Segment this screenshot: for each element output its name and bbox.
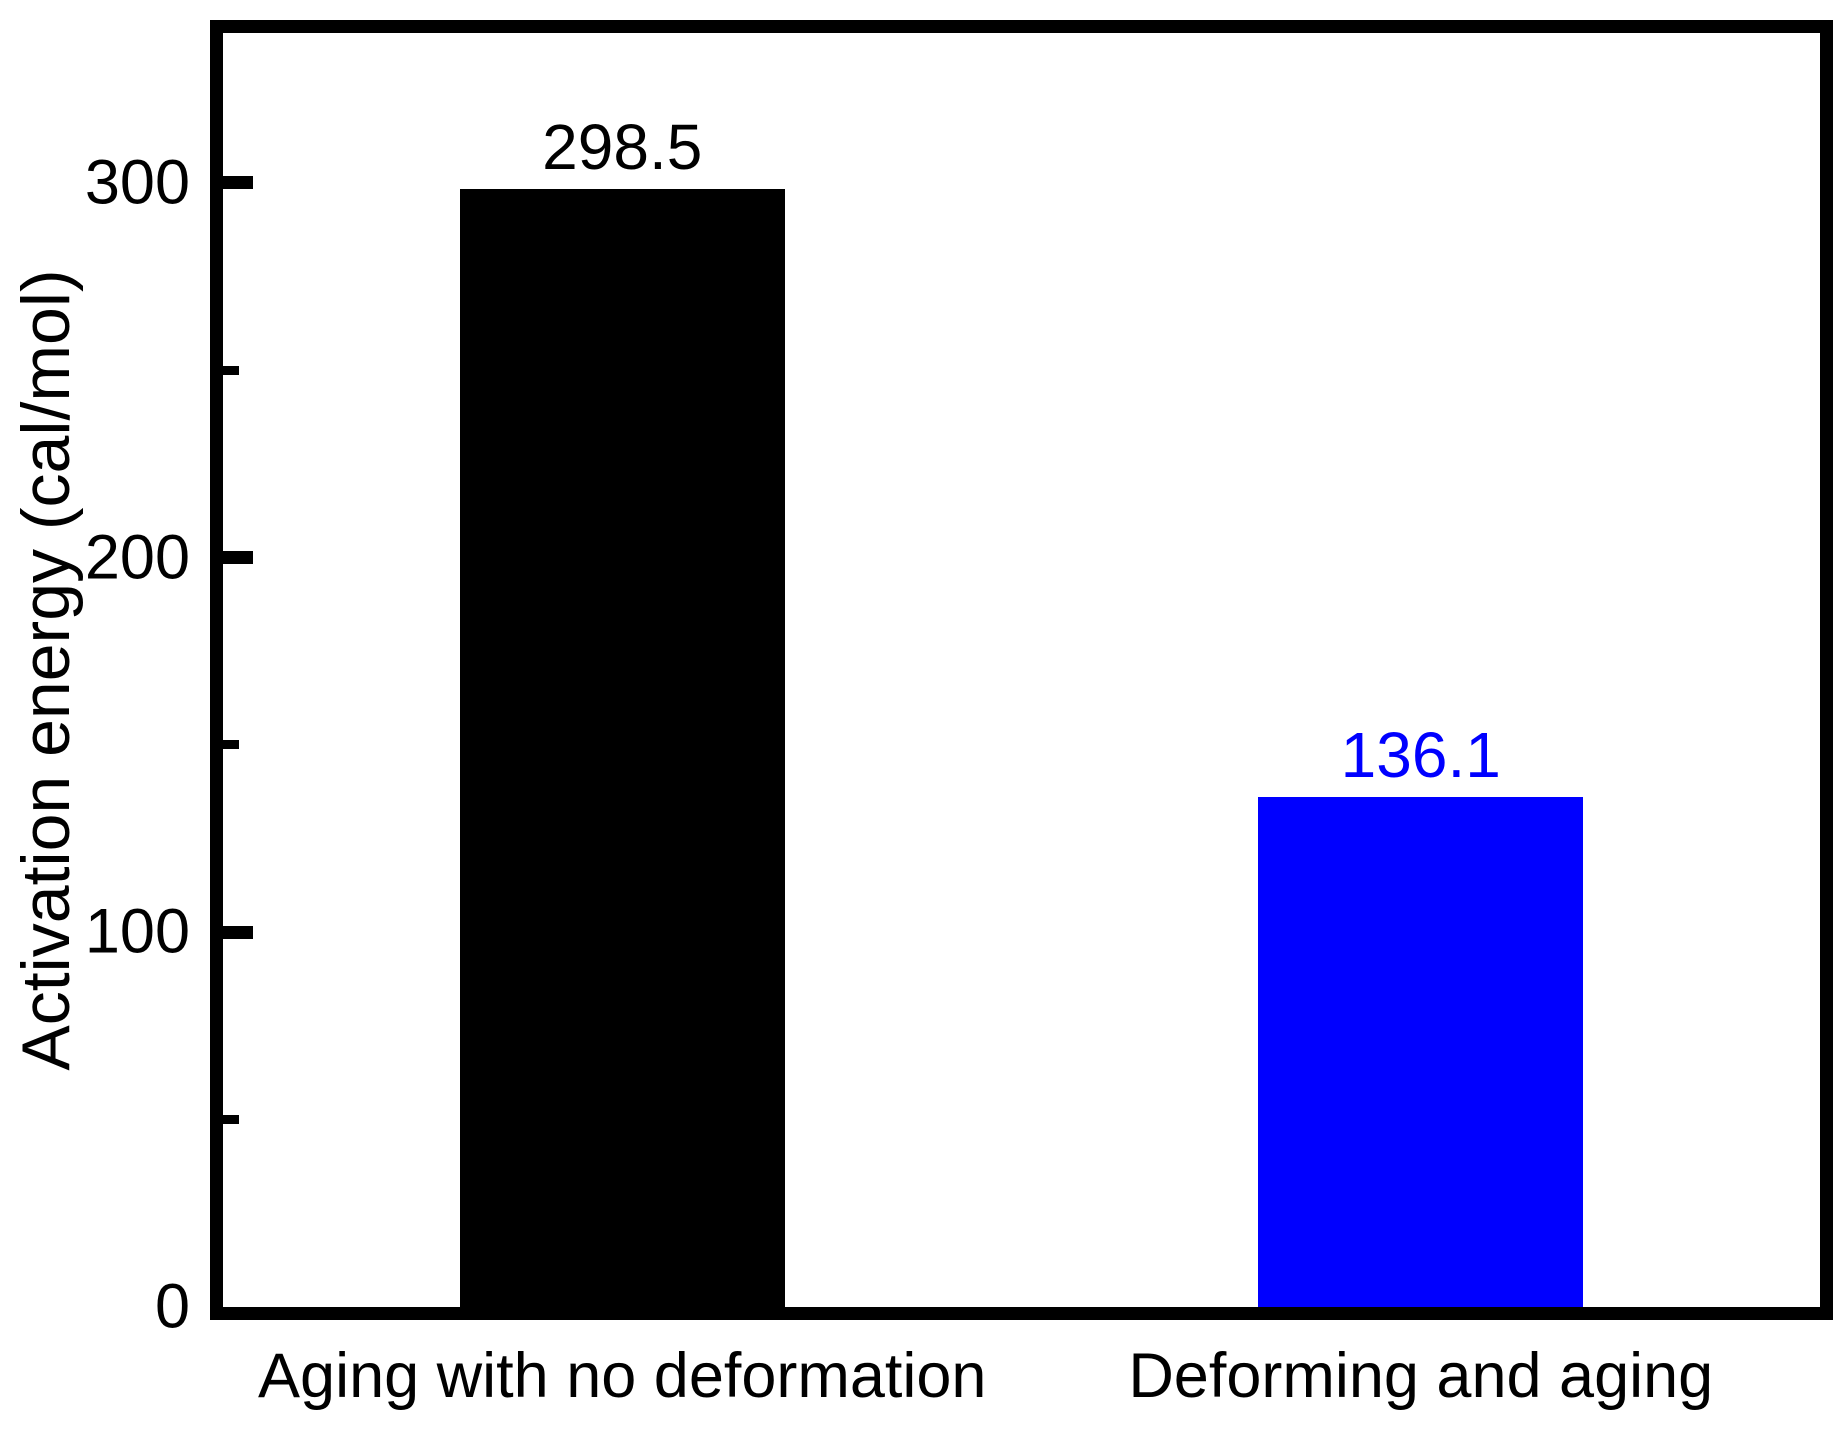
y-axis-major-tick <box>223 551 253 565</box>
y-tick-label: 100 <box>84 896 190 967</box>
plot-inner: 298.5 136.1 <box>223 33 1820 1307</box>
x-category-label: Aging with no deformation <box>258 1341 987 1411</box>
y-axis-minor-tick <box>223 365 239 375</box>
bar-deforming-and-aging <box>1258 797 1584 1307</box>
y-tick-label: 200 <box>84 522 190 593</box>
bar-aging-with-no-deformation <box>459 188 785 1307</box>
y-tick-label: 300 <box>84 147 190 218</box>
plot-area: 298.5 136.1 <box>210 20 1833 1320</box>
y-axis-minor-tick <box>223 1115 239 1125</box>
y-axis-major-tick <box>223 176 253 190</box>
y-axis-major-tick <box>223 925 253 939</box>
x-category-label: Deforming and aging <box>1128 1341 1714 1411</box>
y-tick-label: 0 <box>154 1271 190 1342</box>
y-axis-minor-tick <box>223 740 239 750</box>
bar-value-label: 136.1 <box>1340 719 1501 792</box>
bar-value-label: 298.5 <box>542 110 703 183</box>
